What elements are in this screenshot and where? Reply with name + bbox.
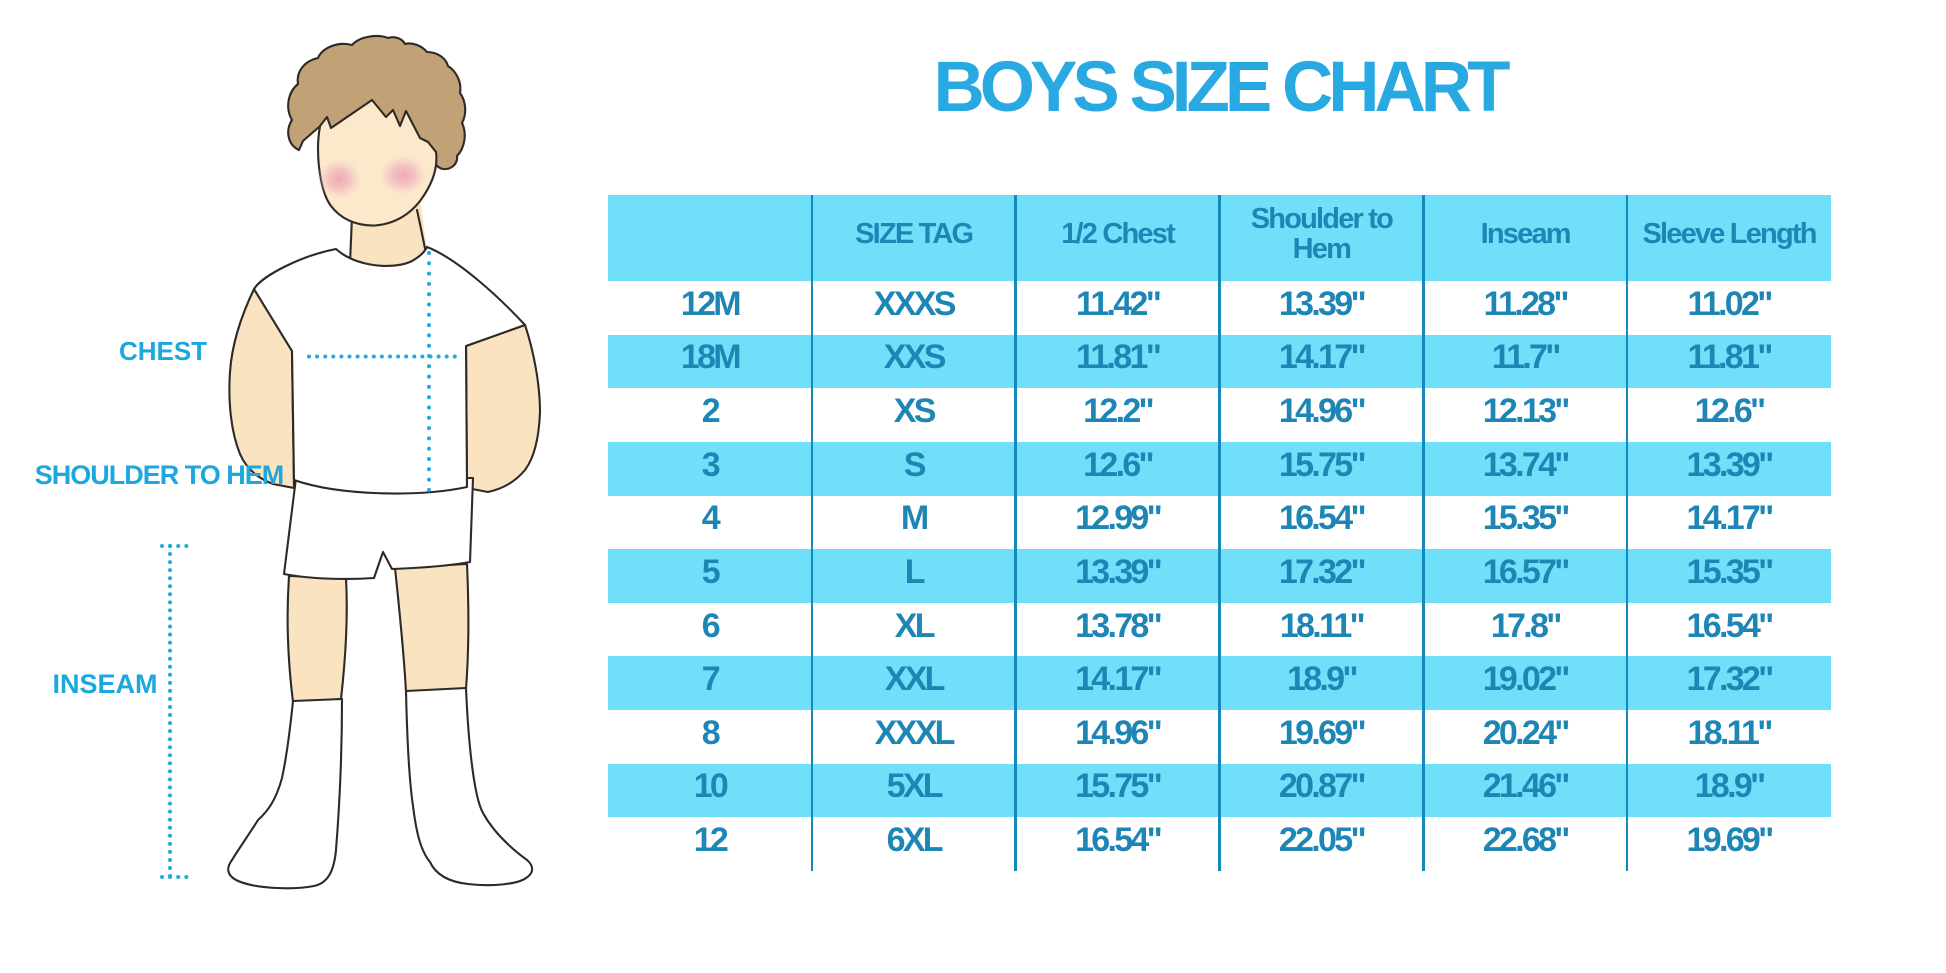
svg-text:SHOULDER TO HEM: SHOULDER TO HEM (35, 460, 284, 490)
svg-text:CHEST: CHEST (119, 336, 207, 366)
svg-text:INSEAM: INSEAM (52, 669, 157, 699)
